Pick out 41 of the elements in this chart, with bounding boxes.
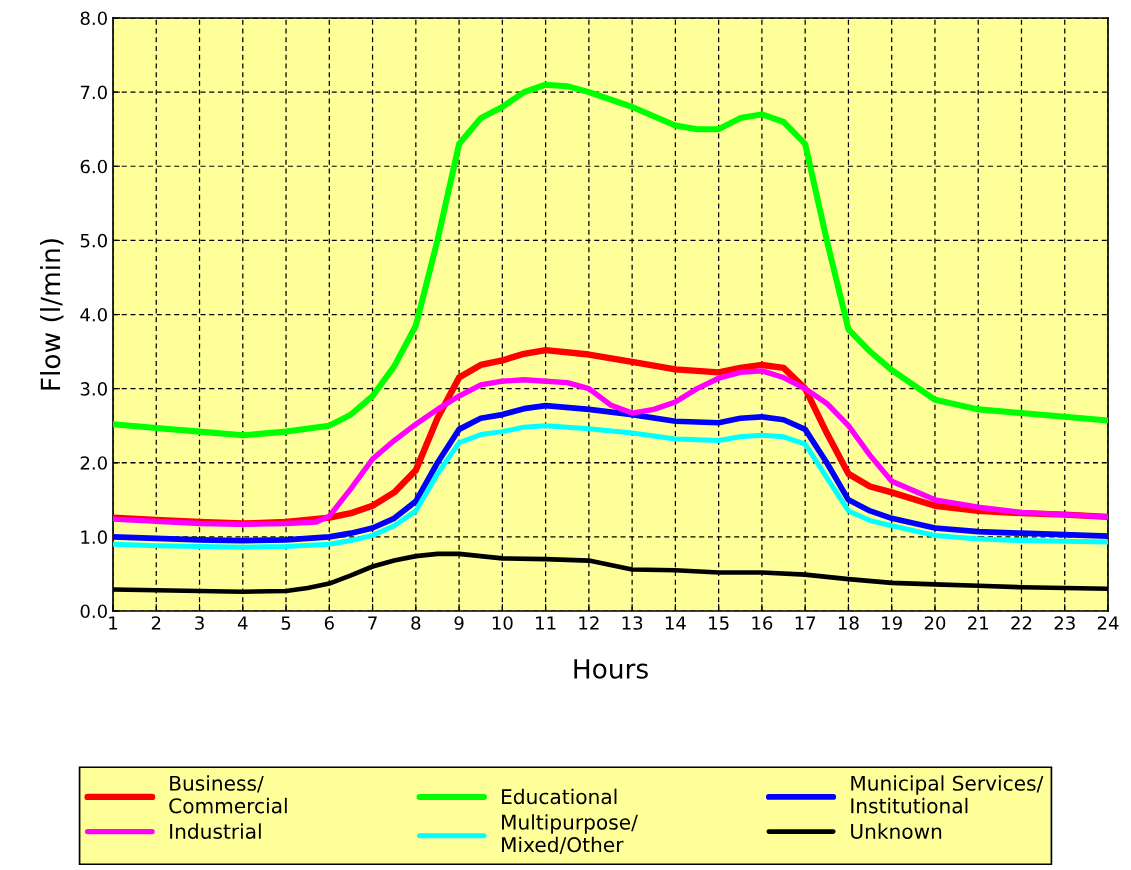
x-tick-label: 5 — [281, 616, 291, 630]
x-axis-title: Hours — [574, 659, 648, 679]
y-tick-label: 6.0 — [80, 159, 107, 174]
y-tick-label: 2.0 — [80, 456, 107, 470]
legend-label: Business/ Commercial — [169, 775, 287, 814]
x-tick-label: 12 — [579, 616, 599, 630]
y-tick-label: 7.0 — [80, 85, 107, 100]
x-tick-label: 19 — [882, 616, 902, 630]
x-tick-label: 24 — [1097, 616, 1119, 630]
x-tick-label: 15 — [709, 616, 729, 630]
x-tick-label: 6 — [324, 616, 334, 630]
x-tick-label: 20 — [924, 616, 946, 630]
y-tick-label: 3.0 — [80, 382, 107, 396]
legend-label: Educational — [502, 788, 617, 805]
y-tick-label: 5.0 — [80, 233, 107, 248]
x-tick-label: 8 — [411, 616, 421, 630]
x-tick-label: 21 — [968, 616, 989, 630]
x-tick-label: 17 — [795, 616, 816, 630]
x-tick-label: 23 — [1054, 616, 1075, 630]
x-tick-label: 16 — [752, 616, 773, 630]
x-tick-label: 22 — [1011, 616, 1032, 630]
y-tick-label: 1.0 — [81, 530, 107, 544]
legend-label: Industrial — [170, 823, 261, 839]
legend-label: Municipal Services/ Institutional — [851, 775, 1044, 814]
x-tick-label: 11 — [536, 616, 556, 630]
x-tick-label: 1 — [109, 616, 118, 630]
y-tick-label: 0.0 — [80, 604, 107, 619]
legend-label: Unknown — [851, 823, 942, 839]
legend-label: Multipurpose/ Mixed/Other — [502, 814, 638, 854]
x-tick-label: 14 — [665, 616, 686, 630]
y-tick-label: 4.0 — [80, 307, 107, 322]
x-tick-label: 3 — [195, 616, 204, 630]
x-tick-label: 10 — [492, 616, 513, 630]
x-tick-label: 18 — [838, 616, 859, 630]
x-tick-label: 7 — [368, 616, 377, 630]
x-tick-label: 4 — [237, 616, 248, 630]
x-tick-label: 9 — [454, 616, 464, 630]
y-tick-label: 8.0 — [80, 11, 107, 26]
x-tick-label: 13 — [622, 616, 643, 630]
x-tick-label: 2 — [151, 616, 161, 630]
y-axis-title: Flow (l/min) — [40, 239, 64, 390]
